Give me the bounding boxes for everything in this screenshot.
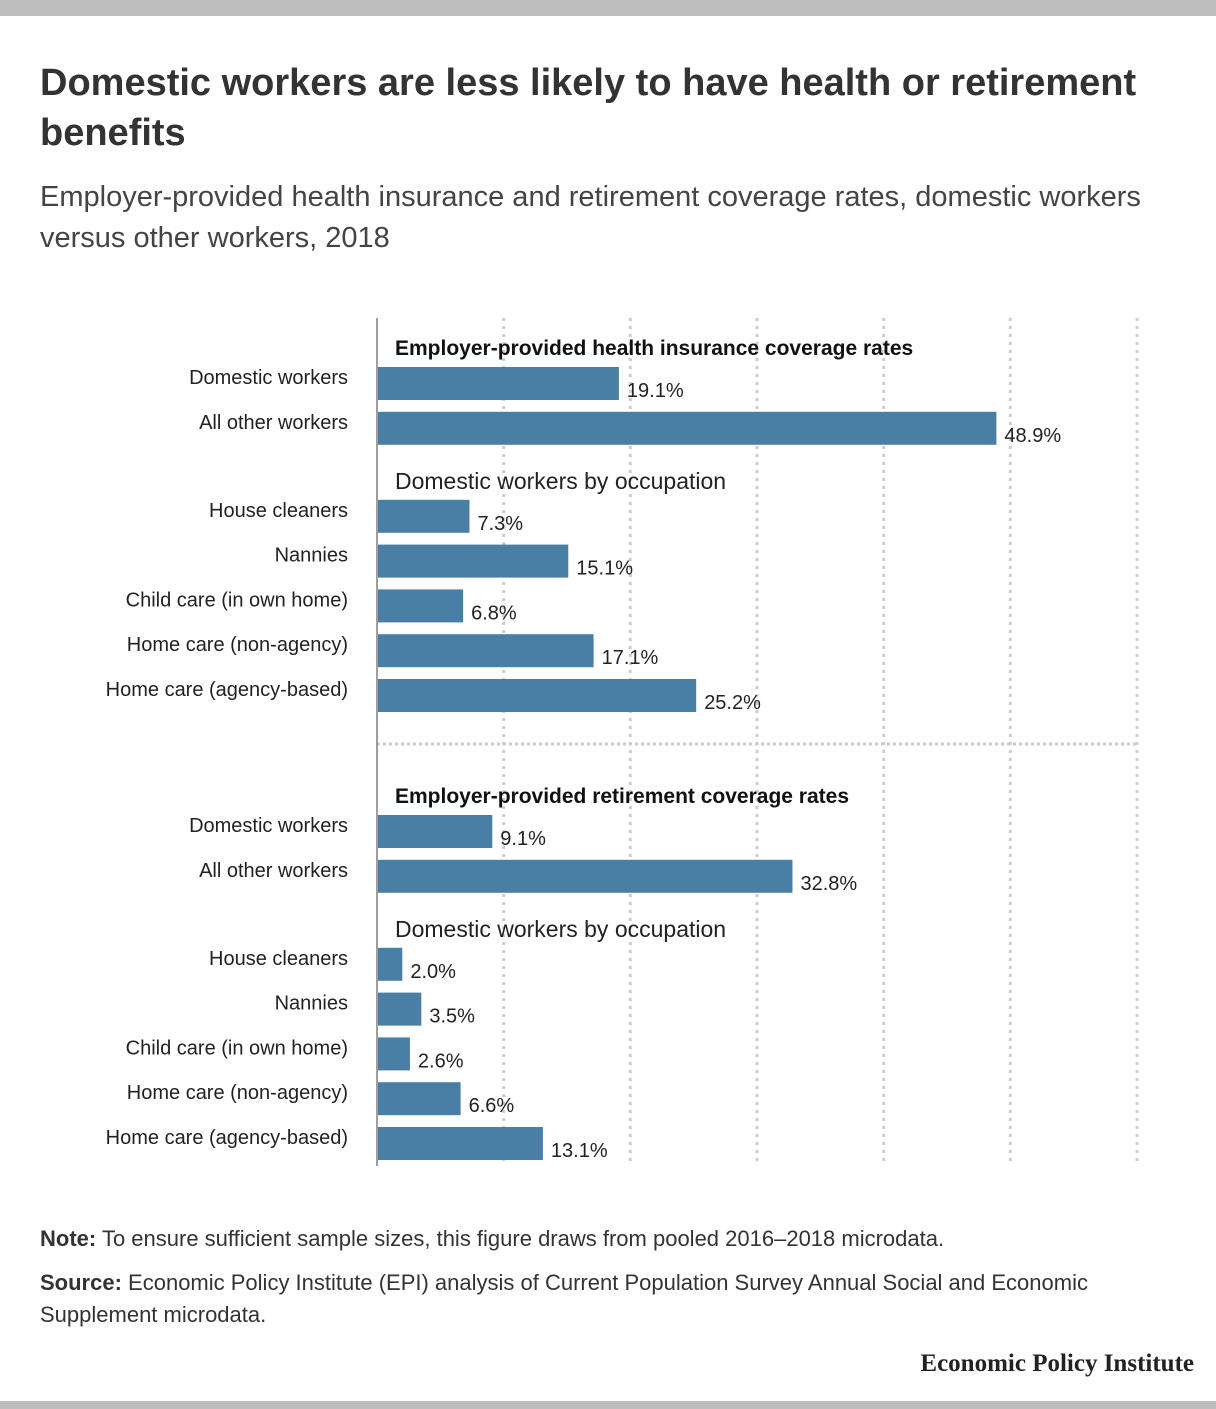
source: Source: Economic Policy Institute (EPI) …	[40, 1267, 1180, 1331]
note-label: Note:	[40, 1226, 97, 1251]
bar	[377, 589, 464, 623]
note-text: To ensure sufficient sample sizes, this …	[101, 1226, 945, 1251]
category-label: Nannies	[275, 545, 348, 567]
bottom-border	[0, 1401, 1216, 1409]
bar	[377, 992, 422, 1026]
value-label: 6.6%	[469, 1095, 515, 1117]
bar	[377, 815, 493, 848]
group-title: Domestic workers by occupation	[395, 468, 726, 494]
value-label: 25.2%	[704, 692, 761, 714]
category-label: Home care (non-agency)	[127, 634, 348, 656]
bar	[377, 947, 403, 981]
value-label: 9.1%	[500, 828, 546, 850]
category-label: All other workers	[199, 412, 348, 434]
value-label: 6.8%	[471, 602, 517, 624]
value-label: 7.3%	[477, 513, 523, 535]
category-label: Home care (agency-based)	[106, 1127, 348, 1149]
bar	[377, 859, 793, 893]
category-label: Domestic workers	[189, 367, 348, 389]
category-label: Child care (in own home)	[126, 589, 348, 611]
section-title: Employer-provided retirement coverage ra…	[395, 785, 849, 808]
value-label: 15.1%	[576, 558, 633, 580]
bar	[377, 411, 997, 445]
top-border	[0, 0, 1216, 16]
category-label: Nannies	[275, 993, 348, 1015]
bar	[377, 1127, 543, 1160]
value-label: 32.8%	[800, 873, 857, 895]
chart-subtitle: Employer-provided health insurance and r…	[40, 181, 1141, 254]
bar	[377, 499, 470, 533]
bar	[377, 1037, 410, 1071]
category-label: Home care (agency-based)	[106, 679, 348, 701]
value-label: 17.1%	[602, 647, 659, 669]
category-label: All other workers	[199, 860, 348, 882]
bar	[377, 634, 594, 668]
section-title: Employer-provided health insurance cover…	[395, 337, 913, 360]
value-label: 48.9%	[1004, 425, 1061, 447]
chart-title: Domestic workers are less likely to have…	[40, 62, 1137, 154]
value-label: 2.6%	[418, 1050, 464, 1072]
value-label: 3.5%	[429, 1006, 475, 1028]
group-title: Domestic workers by occupation	[395, 916, 726, 942]
source-text: Economic Policy Institute (EPI) analysis…	[40, 1270, 1088, 1327]
category-label: Domestic workers	[189, 815, 348, 837]
bar	[377, 679, 697, 712]
note: Note: To ensure sufficient sample sizes,…	[40, 1223, 1180, 1255]
source-label: Source:	[40, 1270, 122, 1295]
bar	[377, 1082, 461, 1116]
bar-chart: Employer-provided health insurance cover…	[106, 318, 1139, 1166]
bar	[377, 367, 619, 400]
value-label: 19.1%	[627, 380, 684, 402]
category-label: House cleaners	[209, 500, 348, 522]
brand-logo: Economic Policy Institute	[920, 1350, 1194, 1377]
category-label: House cleaners	[209, 948, 348, 970]
bar	[377, 544, 569, 578]
value-label: 13.1%	[551, 1140, 608, 1162]
value-label: 2.0%	[410, 961, 456, 983]
category-label: Home care (non-agency)	[127, 1082, 348, 1104]
category-label: Child care (in own home)	[126, 1037, 348, 1059]
